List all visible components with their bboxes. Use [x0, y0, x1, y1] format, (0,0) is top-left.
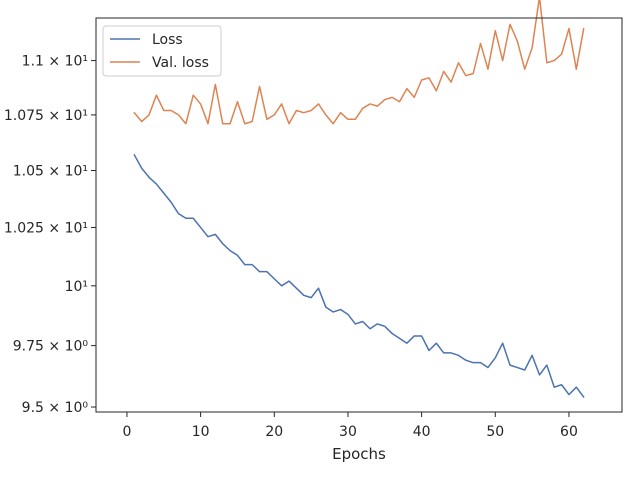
- y-tick-label: 10¹: [65, 279, 88, 295]
- x-axis-label: Epochs: [332, 445, 386, 463]
- x-tick-label: 20: [265, 424, 283, 440]
- y-tick-label: 1.05 × 10¹: [13, 164, 88, 180]
- y-tick-label: 1.1 × 10¹: [22, 54, 88, 70]
- x-tick-label: 60: [560, 424, 578, 440]
- series-line-loss: [133, 154, 585, 398]
- y-tick-label: 9.75 × 10⁰: [13, 339, 89, 355]
- x-tick-label: 50: [486, 424, 504, 440]
- x-tick-label: 40: [413, 424, 431, 440]
- y-tick-label: 1.025 × 10¹: [4, 220, 88, 236]
- axes-frame: [95, 17, 623, 413]
- legend-label: Loss: [152, 32, 183, 48]
- x-tick-label: 30: [339, 424, 357, 440]
- legend-label: Val. loss: [152, 55, 209, 71]
- x-tick-label: 0: [122, 424, 131, 440]
- y-axis: 9.5 × 10⁰ 9.75 × 10⁰ 10¹ 1.025 × 10¹ 1.05 × …: [4, 54, 96, 416]
- y-tick-label: 9.5 × 10⁰: [22, 400, 89, 416]
- x-axis: 0 10 20 30 40 50 60: [122, 412, 578, 440]
- x-tick-label: 10: [192, 424, 210, 440]
- plot-series: [133, 0, 585, 398]
- legend: Loss Val. loss: [102, 25, 222, 77]
- y-tick-label: 1.075 × 10¹: [4, 108, 88, 124]
- series-line-val-loss: [133, 0, 585, 125]
